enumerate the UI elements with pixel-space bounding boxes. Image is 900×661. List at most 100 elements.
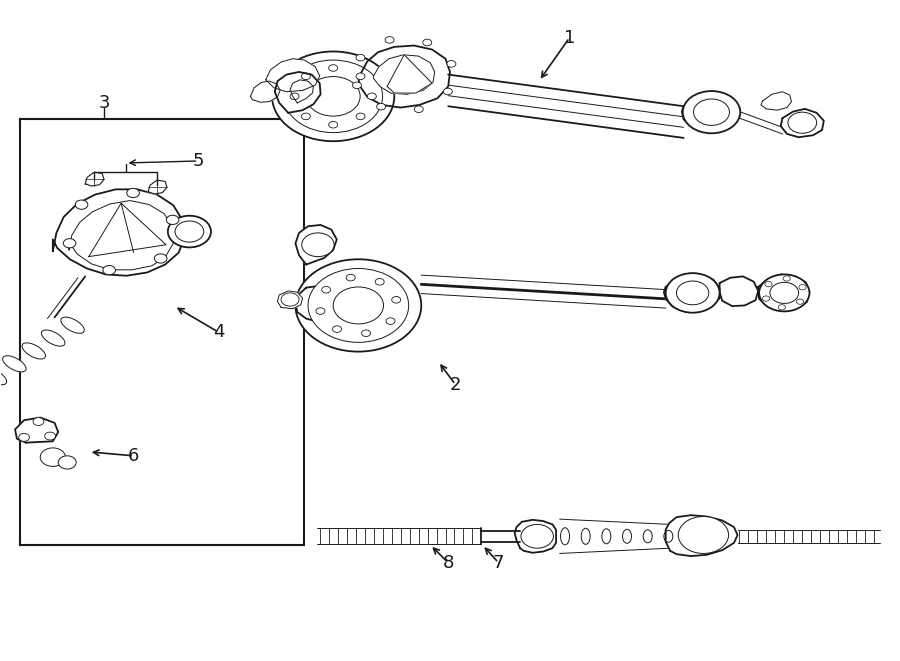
- Circle shape: [306, 77, 360, 116]
- Ellipse shape: [3, 356, 26, 372]
- Ellipse shape: [644, 530, 652, 543]
- Text: 5: 5: [193, 152, 204, 170]
- Polygon shape: [666, 515, 738, 556]
- Ellipse shape: [0, 369, 6, 385]
- Circle shape: [167, 215, 211, 247]
- Polygon shape: [148, 180, 166, 194]
- Polygon shape: [295, 286, 344, 322]
- Circle shape: [316, 308, 325, 315]
- Circle shape: [328, 122, 338, 128]
- Circle shape: [346, 274, 356, 281]
- Polygon shape: [780, 109, 824, 137]
- Circle shape: [759, 274, 809, 311]
- Polygon shape: [374, 55, 435, 95]
- Circle shape: [386, 318, 395, 325]
- Circle shape: [683, 91, 741, 134]
- Text: 2: 2: [450, 375, 461, 393]
- Circle shape: [796, 299, 804, 304]
- Ellipse shape: [561, 527, 570, 545]
- Circle shape: [19, 434, 30, 442]
- Circle shape: [302, 73, 310, 79]
- Circle shape: [385, 36, 394, 43]
- Polygon shape: [295, 225, 337, 264]
- Ellipse shape: [41, 330, 65, 346]
- Ellipse shape: [623, 529, 632, 543]
- Circle shape: [333, 287, 383, 324]
- Polygon shape: [387, 55, 432, 93]
- Text: 7: 7: [493, 554, 504, 572]
- Circle shape: [302, 113, 310, 120]
- Polygon shape: [15, 418, 58, 443]
- Polygon shape: [664, 274, 720, 311]
- Polygon shape: [720, 276, 758, 306]
- Text: 4: 4: [213, 323, 225, 342]
- Text: 3: 3: [98, 94, 110, 112]
- Circle shape: [40, 448, 66, 467]
- Polygon shape: [760, 92, 791, 110]
- Circle shape: [356, 54, 365, 61]
- Circle shape: [799, 285, 806, 290]
- Circle shape: [677, 281, 709, 305]
- Circle shape: [392, 297, 400, 303]
- Circle shape: [770, 282, 798, 303]
- Circle shape: [521, 524, 553, 548]
- Polygon shape: [277, 291, 302, 309]
- Circle shape: [414, 106, 423, 112]
- Ellipse shape: [581, 528, 590, 545]
- Circle shape: [788, 112, 816, 134]
- Polygon shape: [274, 72, 320, 113]
- Circle shape: [376, 103, 385, 110]
- Circle shape: [353, 82, 362, 89]
- Ellipse shape: [22, 343, 46, 359]
- Circle shape: [302, 233, 334, 256]
- Circle shape: [63, 239, 76, 248]
- Ellipse shape: [664, 530, 673, 542]
- Polygon shape: [69, 200, 173, 270]
- Circle shape: [778, 305, 786, 310]
- Circle shape: [447, 61, 456, 67]
- Circle shape: [284, 60, 382, 133]
- Circle shape: [783, 276, 790, 281]
- Polygon shape: [266, 59, 320, 92]
- Circle shape: [765, 282, 772, 287]
- Circle shape: [666, 273, 720, 313]
- Circle shape: [362, 330, 371, 336]
- Circle shape: [58, 456, 76, 469]
- Circle shape: [328, 65, 338, 71]
- Circle shape: [295, 259, 421, 352]
- Polygon shape: [758, 274, 809, 311]
- Circle shape: [356, 73, 365, 79]
- Circle shape: [33, 418, 44, 426]
- Circle shape: [45, 432, 56, 440]
- Circle shape: [321, 286, 330, 293]
- Text: 6: 6: [128, 447, 140, 465]
- Ellipse shape: [61, 317, 85, 333]
- Circle shape: [175, 221, 203, 242]
- Circle shape: [367, 93, 376, 100]
- Circle shape: [423, 39, 432, 46]
- Ellipse shape: [602, 529, 611, 544]
- Circle shape: [332, 326, 341, 332]
- Circle shape: [444, 88, 453, 95]
- Circle shape: [155, 254, 167, 263]
- Circle shape: [762, 296, 770, 301]
- Circle shape: [290, 93, 299, 100]
- Circle shape: [76, 200, 88, 210]
- Circle shape: [356, 113, 365, 120]
- Circle shape: [166, 215, 179, 225]
- Text: 8: 8: [443, 554, 454, 572]
- Text: 1: 1: [563, 28, 575, 47]
- Circle shape: [103, 266, 115, 275]
- Circle shape: [375, 278, 384, 285]
- Circle shape: [679, 516, 729, 553]
- Polygon shape: [53, 189, 184, 276]
- Polygon shape: [290, 80, 313, 103]
- Circle shape: [127, 188, 140, 198]
- Circle shape: [272, 52, 394, 141]
- Polygon shape: [358, 46, 450, 108]
- Circle shape: [308, 268, 409, 342]
- Bar: [21, 120, 303, 545]
- Circle shape: [694, 99, 730, 126]
- Polygon shape: [250, 81, 280, 102]
- Polygon shape: [682, 95, 740, 130]
